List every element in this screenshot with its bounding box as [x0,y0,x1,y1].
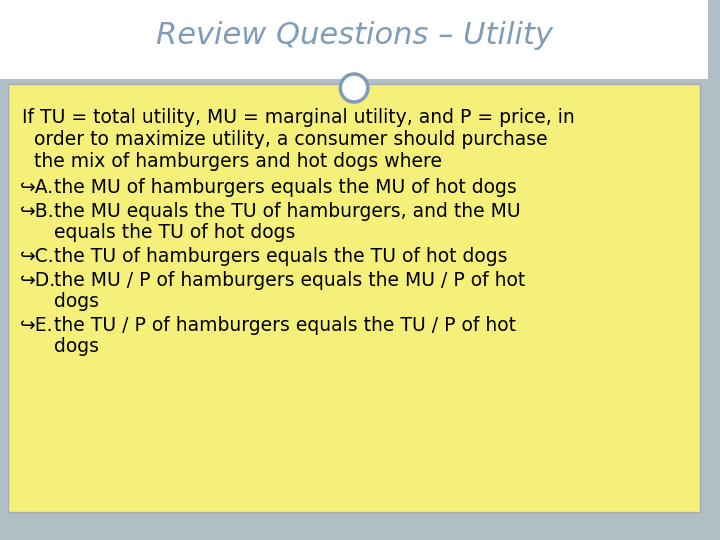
Circle shape [341,74,368,102]
Text: the MU / P of hamburgers equals the MU / P of hot: the MU / P of hamburgers equals the MU /… [54,271,526,290]
Text: dogs: dogs [54,337,99,356]
Text: Review Questions – Utility: Review Questions – Utility [156,21,553,50]
Text: the TU of hamburgers equals the TU of hot dogs: the TU of hamburgers equals the TU of ho… [54,247,508,266]
Text: the MU of hamburgers equals the MU of hot dogs: the MU of hamburgers equals the MU of ho… [54,178,517,197]
Text: ↪C.: ↪C. [19,247,54,266]
Text: dogs: dogs [54,292,99,311]
Text: ↪D.: ↪D. [19,271,55,290]
Text: ↪E.: ↪E. [19,316,53,335]
Text: ↪B.: ↪B. [19,202,54,221]
Text: ↪A.: ↪A. [19,178,54,197]
Text: order to maximize utility, a consumer should purchase: order to maximize utility, a consumer sh… [22,130,547,149]
Text: equals the TU of hot dogs: equals the TU of hot dogs [54,223,295,242]
Text: the MU equals the TU of hamburgers, and the MU: the MU equals the TU of hamburgers, and … [54,202,521,221]
FancyBboxPatch shape [8,84,701,512]
Text: the TU / P of hamburgers equals the TU / P of hot: the TU / P of hamburgers equals the TU /… [54,316,516,335]
Text: If TU = total utility, MU = marginal utility, and P = price, in: If TU = total utility, MU = marginal uti… [22,108,575,127]
FancyBboxPatch shape [0,0,708,80]
Text: the mix of hamburgers and hot dogs where: the mix of hamburgers and hot dogs where [22,152,441,171]
